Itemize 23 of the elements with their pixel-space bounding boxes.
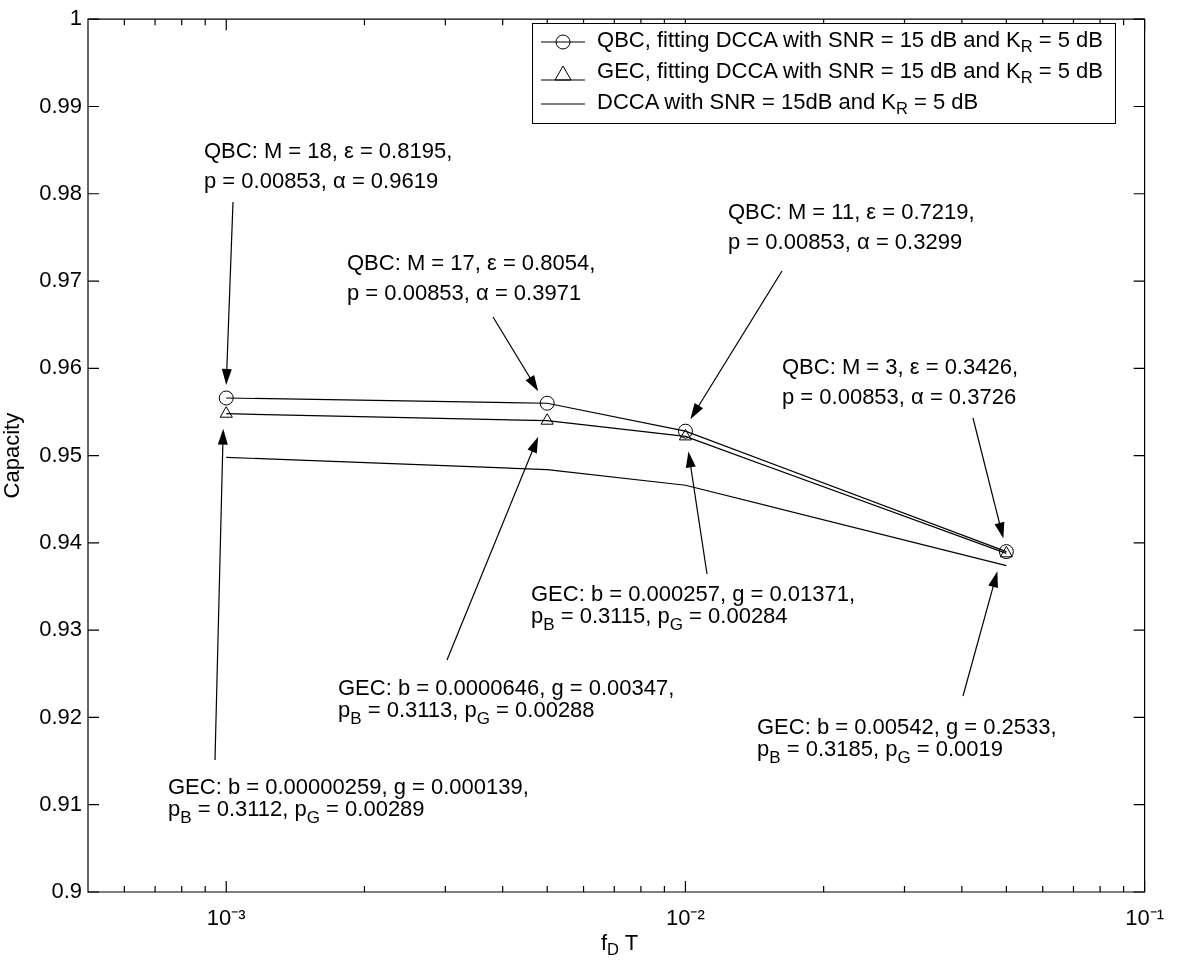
- annotation: QBC: M = 17, ε = 0.8054, p = 0.00853, α = 0.3971: [347, 250, 596, 306]
- y-tick-label: 0.99: [39, 92, 82, 118]
- y-tick-label: 0.94: [39, 528, 82, 554]
- x-tick-label: 10⁻²: [666, 905, 705, 931]
- y-tick-label: 0.98: [39, 179, 82, 205]
- y-tick-label: 0.95: [39, 441, 82, 467]
- y-tick-label: 0.91: [39, 790, 82, 816]
- y-tick-label: 0.96: [39, 354, 82, 380]
- x-axis-title: f$_{D}$ T: [599, 930, 640, 961]
- annotation: QBC: M = 3, ε = 0.3426, p = 0.00853, α = 0.3726: [782, 354, 1019, 410]
- y-tick-label: 0.97: [39, 267, 82, 293]
- y-axis-title: Capacity: [0, 412, 25, 499]
- y-tick-label: 0.9: [51, 878, 82, 904]
- y-tick-label: 0.93: [39, 616, 82, 642]
- annotation: QBC: M = 11, ε = 0.7219, p = 0.00853, α = 0.3299: [728, 199, 975, 255]
- x-tick-label: 10⁻¹: [1125, 905, 1164, 931]
- legend-label: GEC, fitting DCCA with SNR = 15 dB and K$_{R}$ = 5 dB: [597, 57, 1103, 88]
- legend-label: DCCA with SNR = 15dB and K$_{R}$ = 5 dB: [597, 88, 979, 119]
- x-tick-label: 10⁻³: [206, 905, 246, 931]
- y-tick-label: 0.92: [39, 703, 82, 729]
- y-tick-label: 1: [69, 5, 82, 31]
- legend-label: QBC, fitting DCCA with SNR = 15 dB and K$_{R}$ = 5 dB: [597, 26, 1103, 57]
- annotation: QBC: M = 18, ε = 0.8195, p = 0.00853, α = 0.9619: [204, 138, 453, 194]
